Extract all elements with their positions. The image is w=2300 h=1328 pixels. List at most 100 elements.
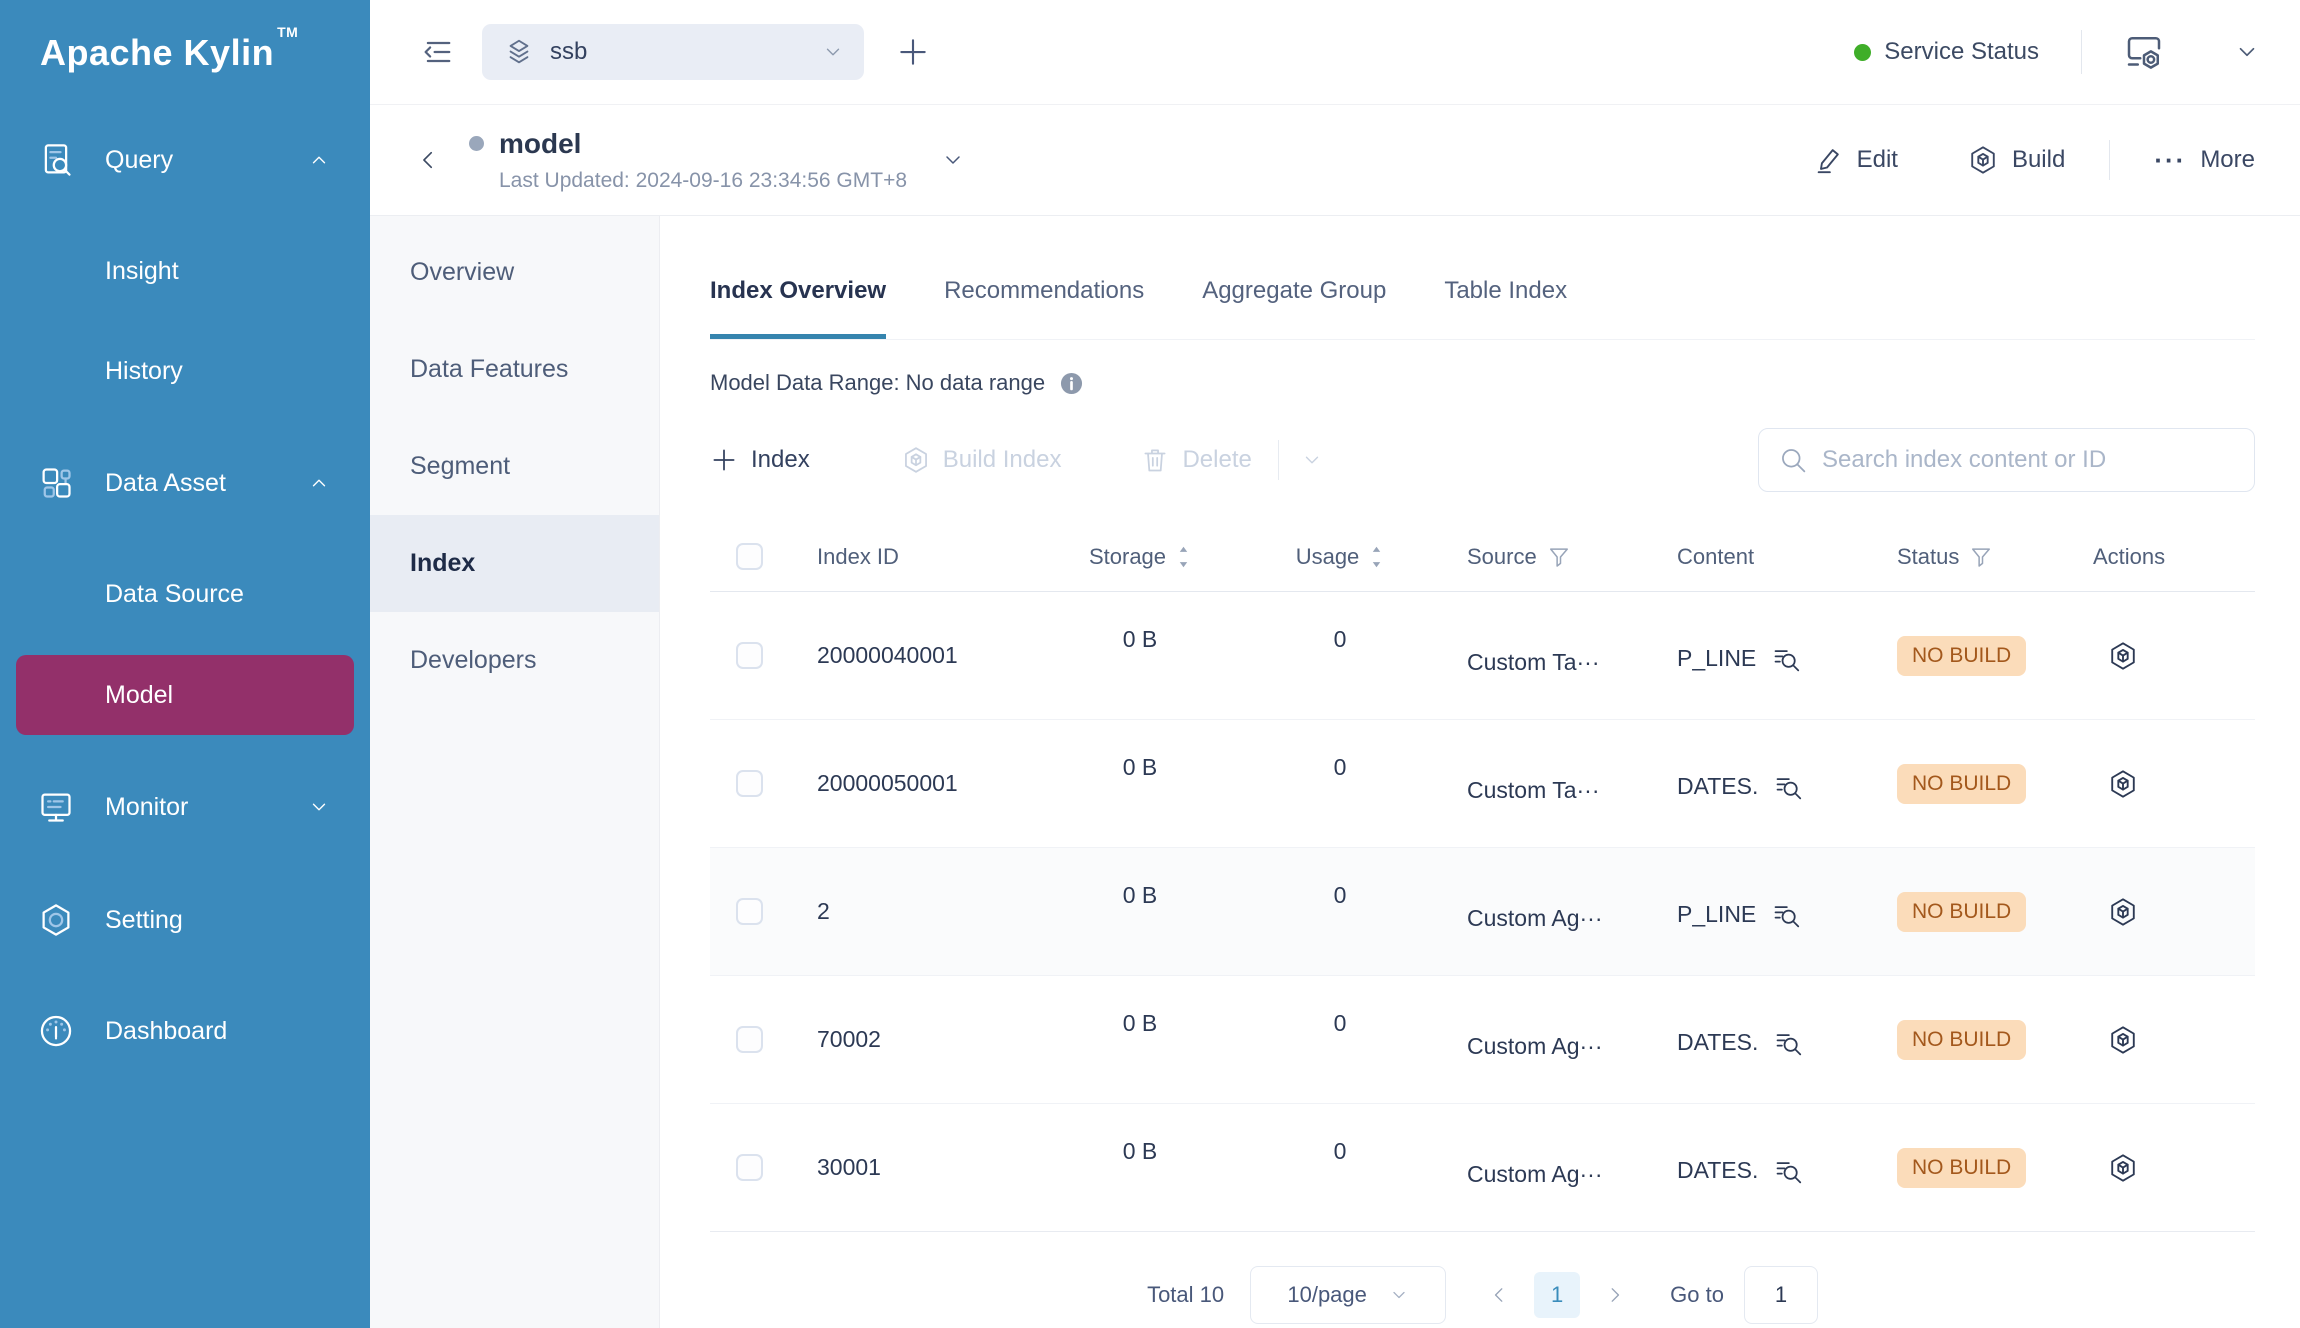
sort-icon[interactable] [1369,544,1384,570]
cube-icon [902,446,930,474]
dashboard-icon [38,1013,74,1049]
subnav-item-segment[interactable]: Segment [370,418,659,515]
row-checkbox[interactable] [736,1026,763,1053]
sidebar-item-label: Dashboard [105,1016,228,1045]
ellipsis-icon: ··· [2154,144,2187,175]
delete-button[interactable]: Delete [1141,446,1252,474]
add-project-button[interactable] [896,35,930,69]
sidebar-item-dashboard[interactable]: Dashboard [0,991,370,1071]
model-expand-chevron-icon[interactable] [941,148,965,172]
cell-source: Custom Ag··· [1467,1161,1603,1187]
build-button[interactable]: Build [1968,145,2065,175]
cell-content: P_LINE [1677,901,1757,927]
view-index-detail-icon[interactable] [1772,645,1800,673]
chevron-down-icon [308,796,330,818]
edit-label: Edit [1856,146,1898,173]
tab-index-overview[interactable]: Index Overview [710,276,887,339]
model-header: model Last Updated: 2024-09-16 23:34:56 … [370,105,2300,215]
search-input[interactable] [1822,446,2234,474]
goto-label: Go to [1670,1282,1724,1307]
filter-icon[interactable] [1969,545,1993,569]
sidebar-item-label: Setting [105,905,183,934]
cell-index-id: 70002 [817,1026,881,1052]
chevron-down-icon [822,41,844,63]
subnav-item-index[interactable]: Index [370,515,659,612]
sidebar-item-insight[interactable]: Insight [0,231,370,311]
model-subnav: Overview Data Features Segment Index Dev… [370,216,660,1328]
system-settings-icon[interactable] [2124,32,2164,72]
col-status: Status [1897,543,1960,569]
view-index-detail-icon[interactable] [1774,1029,1802,1057]
build-index-action-icon[interactable] [2108,769,2138,799]
view-index-detail-icon[interactable] [1772,901,1800,929]
cell-content: DATES. [1677,1157,1759,1183]
sidebar-item-label: Data Asset [105,468,226,497]
subnav-item-data-features[interactable]: Data Features [370,321,659,418]
sidebar-item-monitor[interactable]: Monitor [0,767,370,847]
subnav-item-overview[interactable]: Overview [370,224,659,321]
cell-index-id: 2 [817,898,830,924]
goto-page-input[interactable] [1743,1266,1818,1324]
next-page-icon[interactable] [1604,1284,1626,1306]
sidebar-item-data-source[interactable]: Data Source [0,554,370,634]
cell-content: P_LINE [1677,645,1757,671]
build-index-action-icon[interactable] [2108,1153,2138,1183]
model-title: model [499,127,582,159]
edit-button[interactable]: Edit [1813,145,1898,175]
filter-icon[interactable] [1547,545,1571,569]
page-number-1[interactable]: 1 [1534,1272,1581,1318]
prev-page-icon[interactable] [1488,1284,1510,1306]
subnav-item-developers[interactable]: Developers [370,612,659,709]
sidebar-item-model[interactable]: Model [16,655,354,735]
tab-table-index[interactable]: Table Index [1444,277,1568,304]
subnav-label: Overview [410,258,515,286]
cell-index-id: 30001 [817,1154,881,1180]
add-index-button[interactable]: Index [710,446,810,474]
table-row: 20000050001 0 B 0 Custom Ta··· DATES. NO… [710,720,2255,848]
cell-source: Custom Ag··· [1467,905,1603,931]
delete-dropdown-chevron-icon[interactable] [1301,449,1323,471]
row-checkbox[interactable] [736,642,763,669]
model-data-range-label: Model Data Range: No data range [710,370,1046,395]
col-index-id: Index ID [817,543,899,569]
subnav-label: Developers [410,646,537,674]
more-button[interactable]: ··· More [2154,145,2255,176]
cell-storage: 0 B [1122,1010,1158,1036]
cell-index-id: 20000050001 [817,770,958,796]
build-index-action-icon[interactable] [2108,897,2138,927]
build-index-label: Build Index [942,446,1062,473]
trademark: TM [277,24,299,40]
back-icon[interactable] [415,147,441,173]
view-index-detail-icon[interactable] [1774,1157,1802,1185]
row-checkbox[interactable] [736,1154,763,1181]
page-size-select[interactable]: 10/page [1250,1266,1447,1324]
row-checkbox[interactable] [736,898,763,925]
row-checkbox[interactable] [736,770,763,797]
view-index-detail-icon[interactable] [1774,773,1802,801]
info-icon[interactable] [1059,371,1084,396]
sidebar-item-setting[interactable]: Setting [0,880,370,960]
build-index-action-icon[interactable] [2108,1025,2138,1055]
sidebar-item-query[interactable]: Query [0,120,370,200]
build-label: Build [2011,146,2066,173]
col-storage: Storage [1088,543,1167,569]
tab-aggregate-group[interactable]: Aggregate Group [1202,277,1387,304]
select-all-checkbox[interactable] [736,543,763,570]
sidebar-item-history[interactable]: History [0,331,370,411]
service-status[interactable]: Service Status [1854,38,2039,66]
user-menu-chevron-icon[interactable] [2234,39,2260,65]
table-row: 70002 0 B 0 Custom Ag··· DATES. NO BUILD [710,976,2255,1104]
build-index-button[interactable]: Build Index [902,446,1062,474]
setting-icon [38,902,74,938]
build-index-action-icon[interactable] [2108,641,2138,671]
menu-fold-icon[interactable] [420,34,456,70]
sidebar-item-data-asset[interactable]: Data Asset [0,443,370,523]
index-content: Index Overview Recommendations Aggregate… [660,216,2300,1328]
tab-recommendations[interactable]: Recommendations [944,277,1145,304]
pagination-total: Total 10 [1147,1282,1225,1307]
project-selector[interactable]: ssb [482,24,864,80]
index-tabs: Index Overview Recommendations Aggregate… [710,216,2255,340]
index-toolbar: Index Build Index Delete [710,428,2255,492]
index-table: Index ID Storage Usage Source Content St… [710,522,2255,1232]
sort-icon[interactable] [1176,544,1191,570]
